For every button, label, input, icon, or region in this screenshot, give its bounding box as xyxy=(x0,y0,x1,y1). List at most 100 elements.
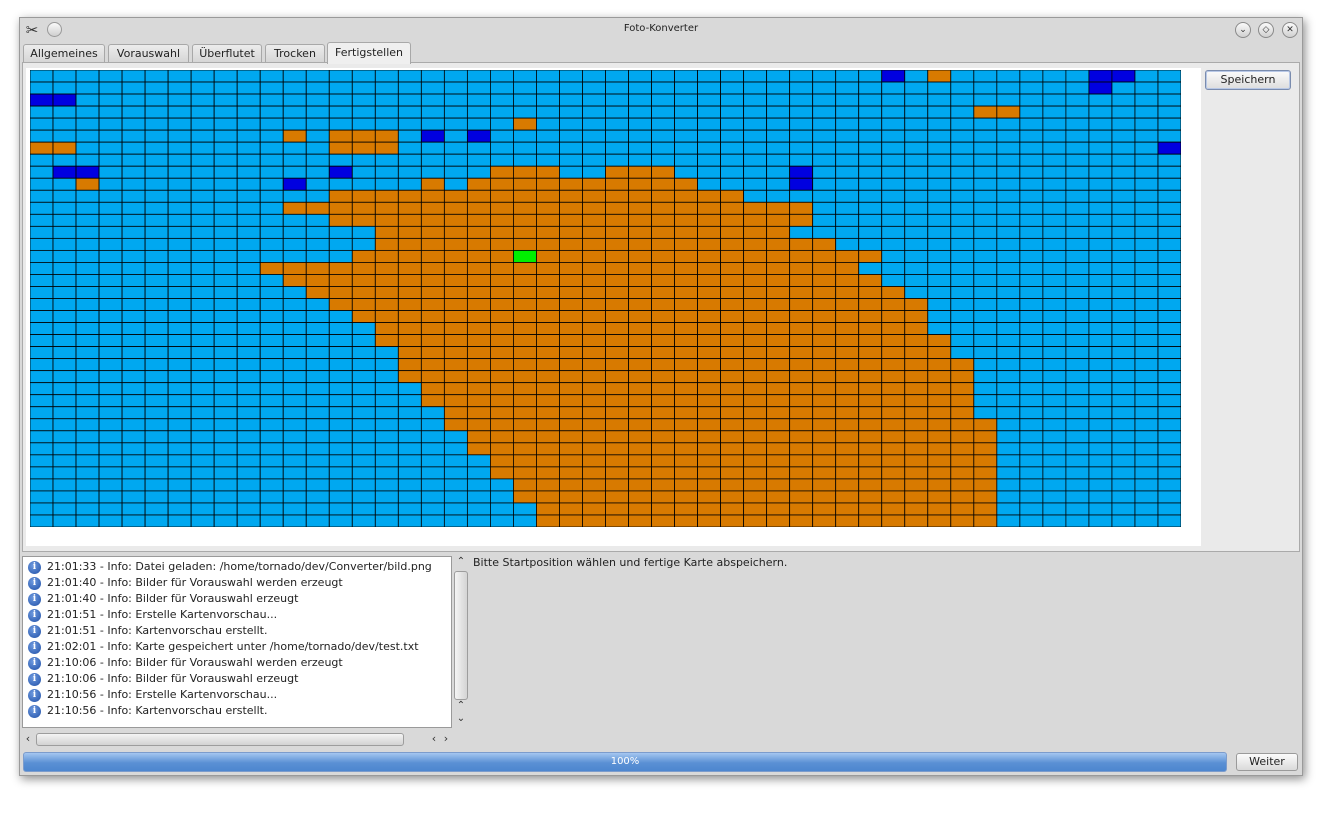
map-cell[interactable] xyxy=(835,454,860,468)
map-cell[interactable] xyxy=(766,406,791,420)
map-cell[interactable] xyxy=(190,70,215,83)
map-cell[interactable] xyxy=(536,153,560,167)
map-cell[interactable] xyxy=(651,225,675,239)
map-cell[interactable] xyxy=(351,418,376,432)
map-cell[interactable] xyxy=(697,141,722,155)
map-cell[interactable] xyxy=(766,141,791,155)
map-cell[interactable] xyxy=(30,153,54,167)
map-cell[interactable] xyxy=(605,370,629,384)
map-cell[interactable] xyxy=(973,382,998,396)
map-cell[interactable] xyxy=(328,141,353,155)
map-cell[interactable] xyxy=(812,93,837,107)
map-cell[interactable] xyxy=(351,274,376,287)
map-cell[interactable] xyxy=(835,418,860,432)
map-cell[interactable] xyxy=(1019,249,1044,263)
map-cell[interactable] xyxy=(973,370,998,384)
map-cell[interactable] xyxy=(881,334,906,348)
map-cell[interactable] xyxy=(98,105,123,119)
map-cell[interactable] xyxy=(1111,225,1136,239)
map-cell[interactable] xyxy=(904,514,929,527)
map-cell[interactable] xyxy=(121,394,146,408)
map-cell[interactable] xyxy=(812,213,837,227)
map-cell[interactable] xyxy=(213,514,238,527)
map-cell[interactable] xyxy=(489,430,514,444)
map-cell[interactable] xyxy=(236,394,261,408)
map-cell[interactable] xyxy=(1019,81,1044,95)
map-cell[interactable] xyxy=(697,129,722,143)
map-cell[interactable] xyxy=(950,430,975,444)
map-cell[interactable] xyxy=(1088,93,1113,107)
map-cell[interactable] xyxy=(1157,237,1181,251)
map-cell[interactable] xyxy=(236,81,261,95)
map-cell[interactable] xyxy=(835,81,860,95)
map-cell[interactable] xyxy=(697,153,722,167)
map-cell[interactable] xyxy=(835,237,860,251)
map-cell[interactable] xyxy=(835,382,860,396)
map-cell[interactable] xyxy=(1134,141,1159,155)
map-cell[interactable] xyxy=(305,478,330,492)
map-cell[interactable] xyxy=(559,310,583,323)
map-cell[interactable] xyxy=(881,442,906,456)
map-cell[interactable] xyxy=(52,70,77,83)
map-cell[interactable] xyxy=(121,310,146,323)
map-cell[interactable] xyxy=(328,430,353,444)
map-cell[interactable] xyxy=(1157,514,1181,527)
map-cell[interactable] xyxy=(489,225,514,239)
map-cell[interactable] xyxy=(1088,81,1113,95)
map-cell[interactable] xyxy=(190,93,215,107)
map-cell[interactable] xyxy=(766,418,791,432)
map-cell[interactable] xyxy=(75,370,100,384)
map-cell[interactable] xyxy=(651,165,675,179)
map-cell[interactable] xyxy=(996,514,1021,527)
map-cell[interactable] xyxy=(328,213,353,227)
map-cell[interactable] xyxy=(559,454,583,468)
map-cell[interactable] xyxy=(812,322,837,335)
map-cell[interactable] xyxy=(812,310,837,323)
map-cell[interactable] xyxy=(374,189,399,203)
map-cell[interactable] xyxy=(328,466,353,480)
map-cell[interactable] xyxy=(766,298,791,311)
map-cell[interactable] xyxy=(121,466,146,480)
map-cell[interactable] xyxy=(927,442,952,456)
map-cell[interactable] xyxy=(213,478,238,492)
map-cell[interactable] xyxy=(1157,286,1181,299)
tab-vorauswahl[interactable]: Vorauswahl xyxy=(108,44,189,62)
map-cell[interactable] xyxy=(996,286,1021,299)
map-cell[interactable] xyxy=(812,514,837,527)
map-cell[interactable] xyxy=(881,466,906,480)
map-cell[interactable] xyxy=(351,442,376,456)
map-cell[interactable] xyxy=(282,213,307,227)
map-cell[interactable] xyxy=(420,237,445,251)
map-cell[interactable] xyxy=(766,466,791,480)
map-cell[interactable] xyxy=(697,298,722,311)
map-cell[interactable] xyxy=(305,70,330,83)
map-cell[interactable] xyxy=(397,514,422,527)
map-cell[interactable] xyxy=(98,298,123,311)
map-cell[interactable] xyxy=(213,370,238,384)
map-cell[interactable] xyxy=(30,213,54,227)
map-cell[interactable] xyxy=(374,430,399,444)
map-cell[interactable] xyxy=(881,81,906,95)
map-cell[interactable] xyxy=(351,490,376,504)
map-cell[interactable] xyxy=(605,129,629,143)
map-cell[interactable] xyxy=(1088,394,1113,408)
map-cell[interactable] xyxy=(674,490,698,504)
map-cell[interactable] xyxy=(996,406,1021,420)
map-cell[interactable] xyxy=(536,490,560,504)
map-cell[interactable] xyxy=(1134,478,1159,492)
map-cell[interactable] xyxy=(1088,334,1113,348)
map-cell[interactable] xyxy=(282,286,307,299)
map-cell[interactable] xyxy=(351,514,376,527)
map-cell[interactable] xyxy=(121,502,146,516)
map-cell[interactable] xyxy=(1134,370,1159,384)
map-cell[interactable] xyxy=(75,358,100,372)
map-cell[interactable] xyxy=(1065,201,1090,215)
map-cell[interactable] xyxy=(1157,70,1181,83)
map-cell[interactable] xyxy=(973,153,998,167)
map-cell[interactable] xyxy=(374,93,399,107)
map-cell[interactable] xyxy=(1134,213,1159,227)
map-cell[interactable] xyxy=(144,286,169,299)
map-cell[interactable] xyxy=(835,502,860,516)
map-cell[interactable] xyxy=(605,249,629,263)
map-cell[interactable] xyxy=(605,490,629,504)
